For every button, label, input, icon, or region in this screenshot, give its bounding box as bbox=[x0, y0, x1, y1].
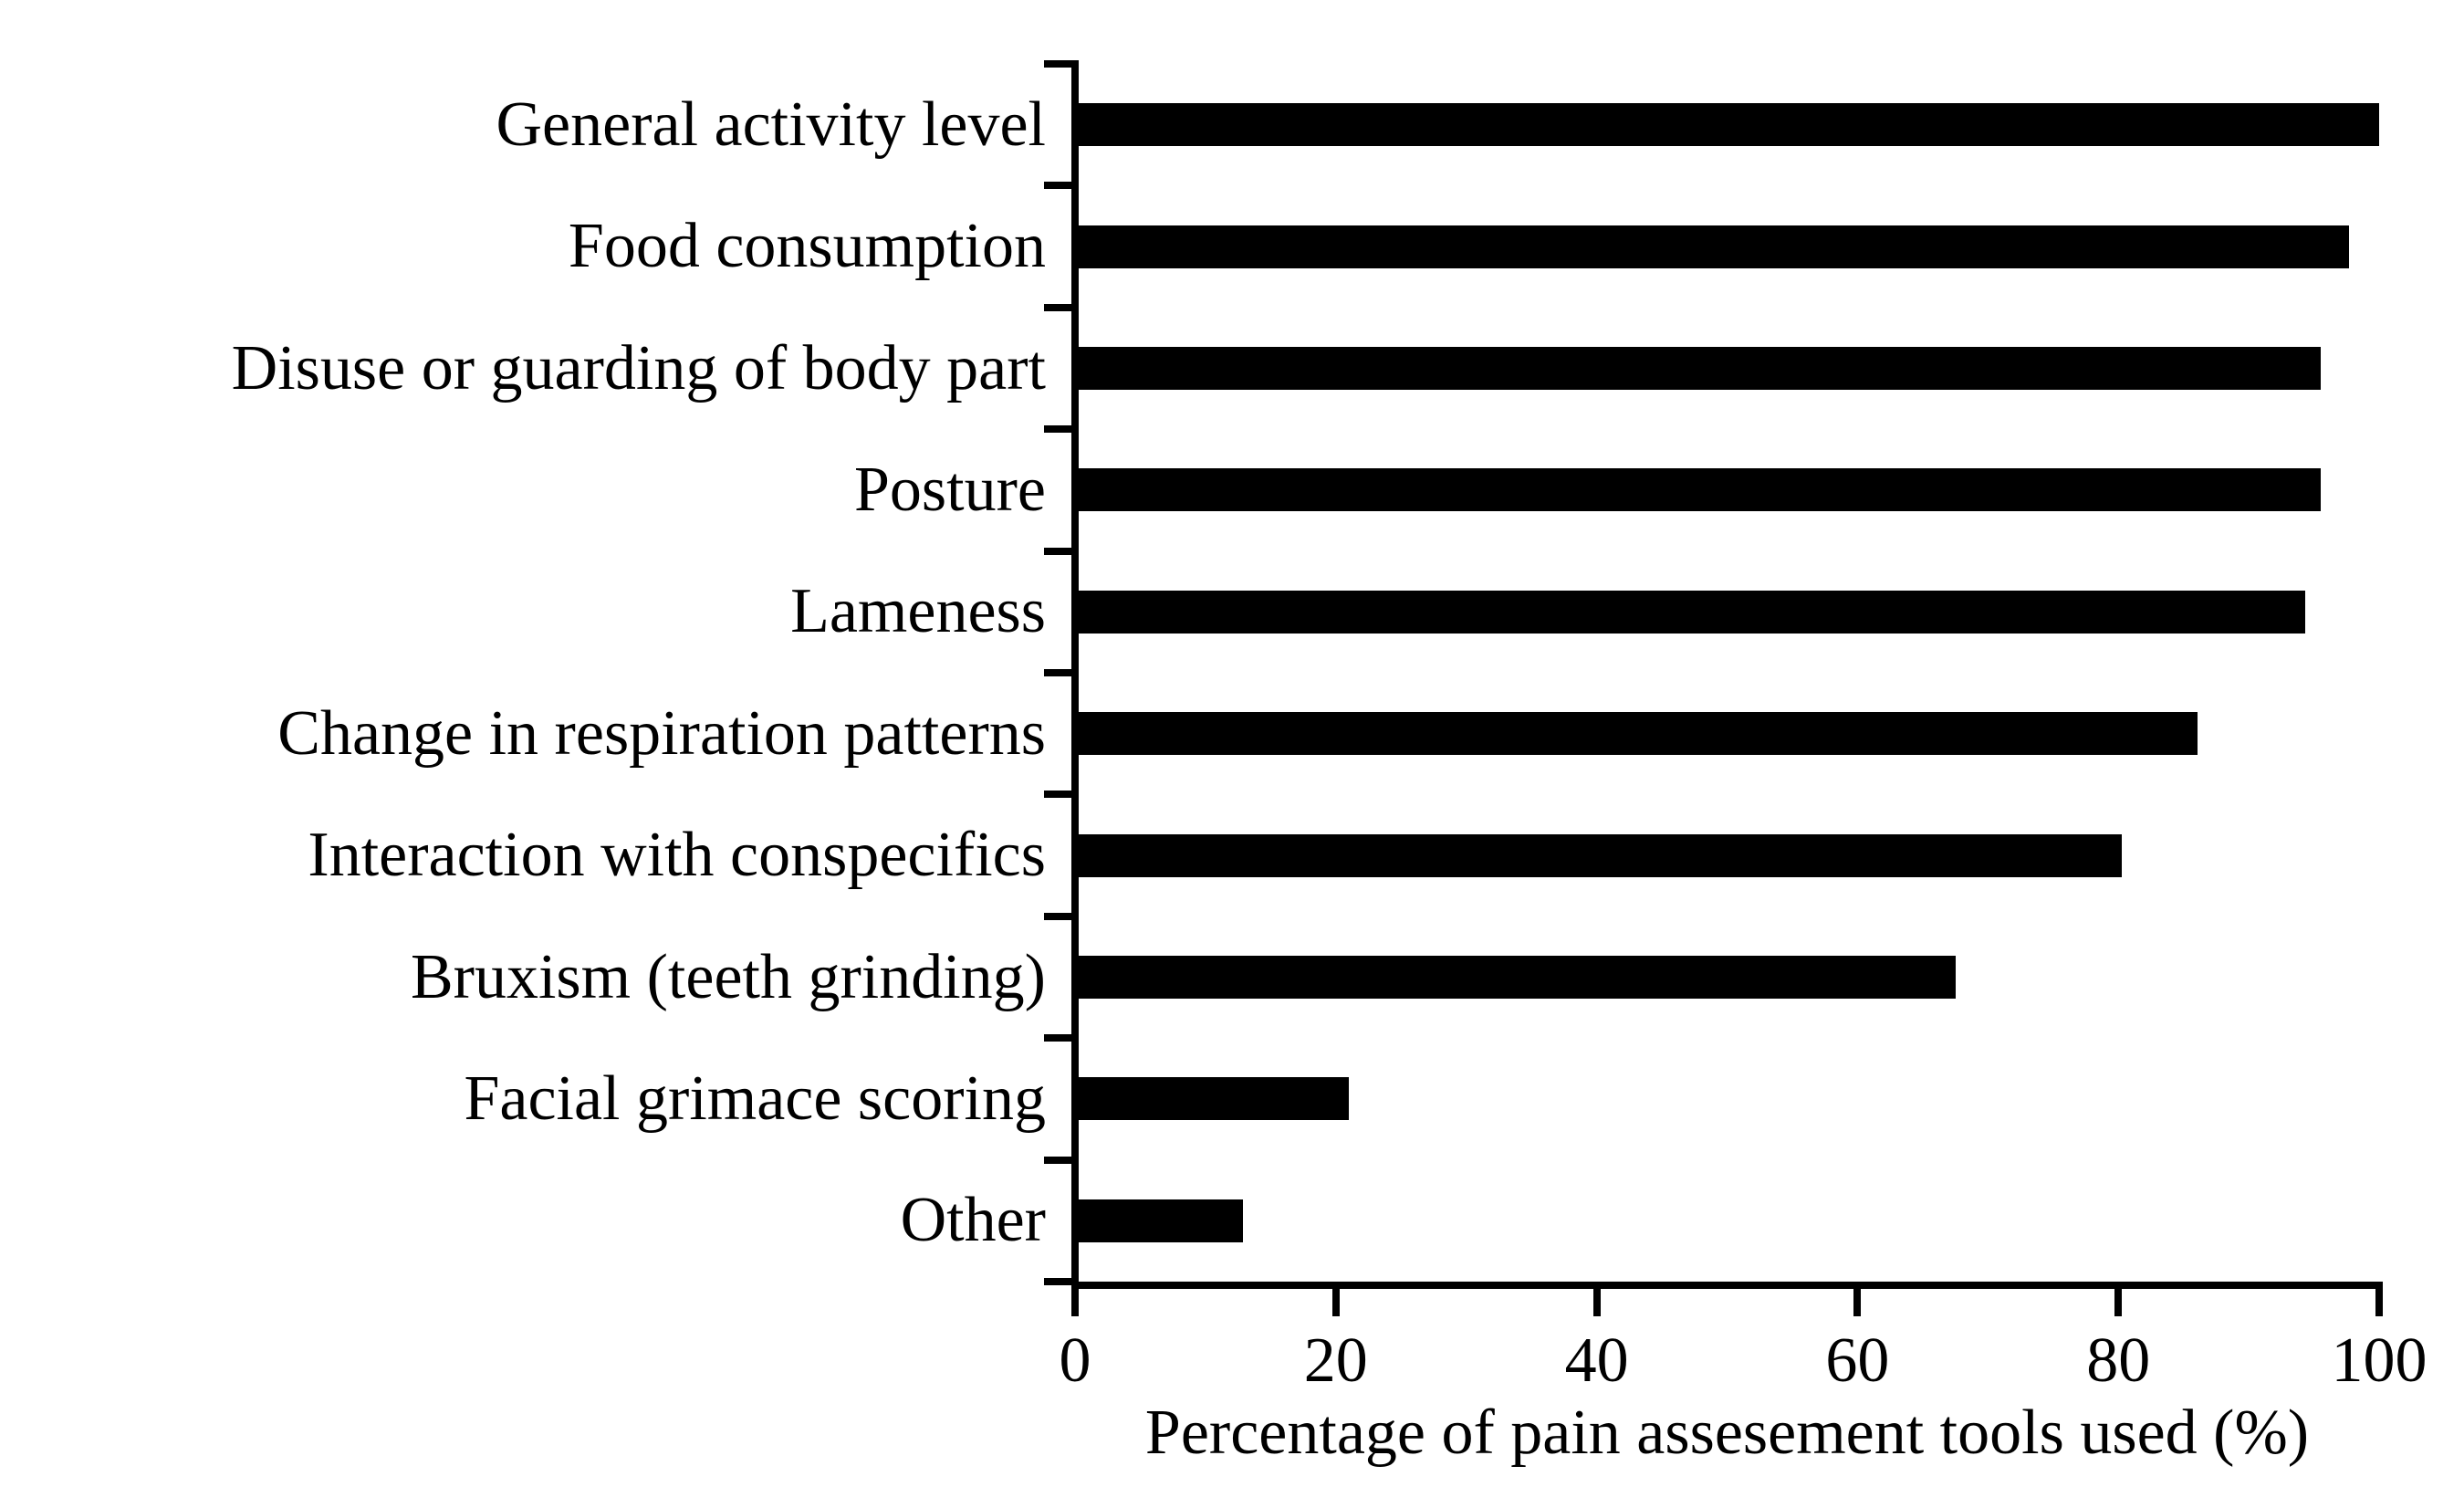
y-tick bbox=[1044, 303, 1071, 311]
bar bbox=[1075, 103, 2379, 147]
x-tick bbox=[1592, 1289, 1601, 1316]
bar-track bbox=[1075, 308, 2379, 429]
bar-row: Food consumption bbox=[0, 185, 2464, 307]
category-label: Bruxism (teeth grinding) bbox=[410, 941, 1046, 1012]
category-label: Facial grimace scoring bbox=[464, 1063, 1046, 1134]
x-tick bbox=[2114, 1289, 2123, 1316]
bar-row: Facial grimace scoring bbox=[0, 1038, 2464, 1159]
bar bbox=[1075, 468, 2321, 512]
y-tick bbox=[1044, 1034, 1071, 1042]
category-label: Lameness bbox=[790, 576, 1046, 647]
bar bbox=[1075, 225, 2350, 268]
x-axis-line bbox=[1071, 1282, 2383, 1289]
bar bbox=[1075, 956, 1956, 1000]
bar-row: Posture bbox=[0, 429, 2464, 550]
category-label: Interaction with conspecifics bbox=[308, 820, 1046, 891]
bar-track bbox=[1075, 673, 2379, 794]
plot-area: General activity level Food consumption Di… bbox=[0, 64, 2464, 1282]
x-tick-label: 60 bbox=[1825, 1325, 1890, 1396]
y-tick bbox=[1044, 547, 1071, 555]
bar-track bbox=[1075, 185, 2379, 307]
x-tick-label: 20 bbox=[1303, 1325, 1368, 1396]
x-tick bbox=[1853, 1289, 1862, 1316]
bar-row: General activity level bbox=[0, 64, 2464, 185]
bar-row: Interaction with conspecifics bbox=[0, 794, 2464, 916]
bar-row: Bruxism (teeth grinding) bbox=[0, 916, 2464, 1038]
category-label: Other bbox=[900, 1185, 1046, 1256]
bar-track bbox=[1075, 794, 2379, 916]
bar-track bbox=[1075, 1160, 2379, 1282]
y-axis-line bbox=[1071, 60, 1079, 1289]
bar bbox=[1075, 1077, 1350, 1121]
bar-track bbox=[1075, 429, 2379, 550]
y-tick bbox=[1044, 1278, 1071, 1285]
category-label: Disuse or guarding of body part bbox=[231, 332, 1046, 403]
x-axis-title: Percentage of pain assesement tools used… bbox=[1144, 1398, 2310, 1468]
bar-row: Lameness bbox=[0, 551, 2464, 673]
bar bbox=[1075, 712, 2198, 756]
y-tick bbox=[1044, 791, 1071, 799]
y-tick bbox=[1044, 182, 1071, 190]
x-tick bbox=[1331, 1289, 1340, 1316]
bar-track bbox=[1075, 1038, 2379, 1159]
category-label: General activity level bbox=[496, 89, 1047, 160]
y-tick bbox=[1044, 1156, 1071, 1164]
y-tick bbox=[1044, 669, 1071, 676]
x-tick-label: 40 bbox=[1564, 1325, 1629, 1396]
category-label: Food consumption bbox=[568, 211, 1046, 282]
bar-track bbox=[1075, 551, 2379, 673]
bar bbox=[1075, 833, 2123, 877]
bar-row: Other bbox=[0, 1160, 2464, 1282]
y-tick bbox=[1044, 912, 1071, 920]
category-label: Change in respiration patterns bbox=[277, 697, 1046, 769]
bar bbox=[1075, 1199, 1244, 1242]
bar-row: Disuse or guarding of body part bbox=[0, 308, 2464, 429]
y-tick bbox=[1044, 60, 1071, 68]
x-tick bbox=[2375, 1289, 2383, 1316]
category-label: Posture bbox=[854, 454, 1046, 525]
bar-track bbox=[1075, 64, 2379, 185]
x-tick-label: 80 bbox=[2086, 1325, 2151, 1396]
x-tick-label: 0 bbox=[1059, 1325, 1091, 1396]
bar bbox=[1075, 590, 2305, 634]
x-tick bbox=[1071, 1289, 1079, 1316]
y-tick bbox=[1044, 425, 1071, 434]
x-tick-label: 100 bbox=[2331, 1325, 2427, 1396]
bar-row: Change in respiration patterns bbox=[0, 673, 2464, 794]
bar bbox=[1075, 347, 2321, 391]
bar-track bbox=[1075, 916, 2379, 1038]
